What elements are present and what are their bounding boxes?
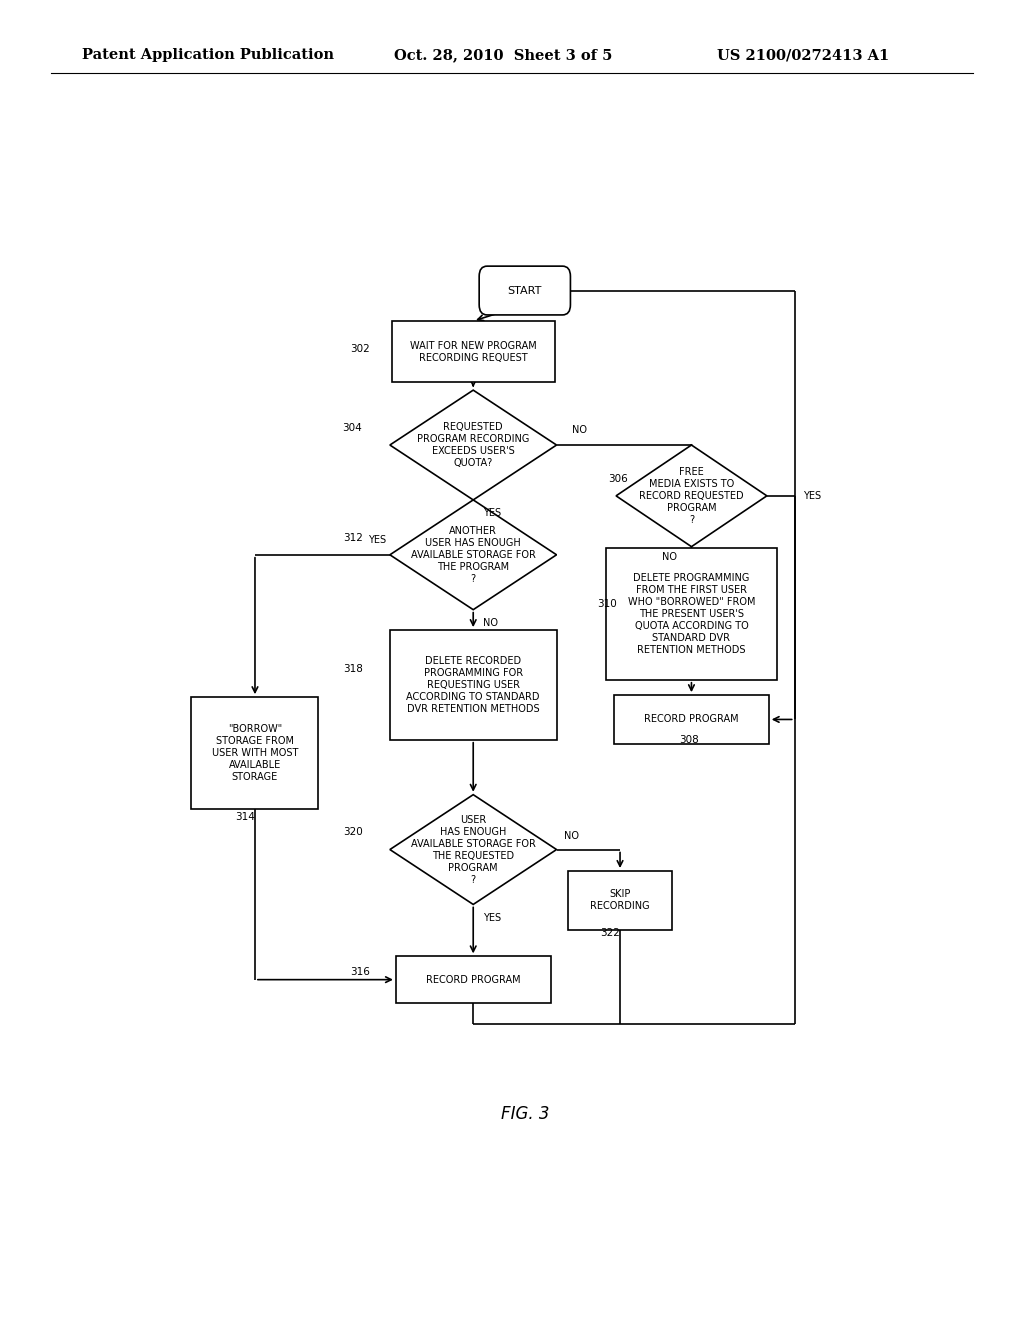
Bar [568,871,672,929]
Text: YES: YES [368,535,386,545]
Text: 306: 306 [608,474,628,483]
Text: RECORD PROGRAM: RECORD PROGRAM [426,974,520,985]
Text: "BORROW"
STORAGE FROM
USER WITH MOST
AVAILABLE
STORAGE: "BORROW" STORAGE FROM USER WITH MOST AVA… [212,723,298,781]
Text: Patent Application Publication: Patent Application Publication [82,49,334,62]
Text: NO: NO [572,425,588,434]
Bar [390,630,557,739]
Text: WAIT FOR NEW PROGRAM
RECORDING REQUEST: WAIT FOR NEW PROGRAM RECORDING REQUEST [410,341,537,363]
Bar [392,321,555,381]
Bar [191,697,318,809]
Text: SKIP
RECORDING: SKIP RECORDING [590,890,650,911]
Text: FREE
MEDIA EXISTS TO
RECORD REQUESTED
PROGRAM
?: FREE MEDIA EXISTS TO RECORD REQUESTED PR… [639,467,743,525]
Bar [606,548,777,680]
Text: FIG. 3: FIG. 3 [501,1105,549,1123]
Text: 314: 314 [236,812,255,822]
Text: USER
HAS ENOUGH
AVAILABLE STORAGE FOR
THE REQUESTED
PROGRAM
?: USER HAS ENOUGH AVAILABLE STORAGE FOR TH… [411,814,536,884]
Polygon shape [616,445,767,546]
Text: DELETE RECORDED
PROGRAMMING FOR
REQUESTING USER
ACCORDING TO STANDARD
DVR RETENT: DELETE RECORDED PROGRAMMING FOR REQUESTI… [407,656,540,714]
Text: REQUESTED
PROGRAM RECORDING
EXCEEDS USER'S
QUOTA?: REQUESTED PROGRAM RECORDING EXCEEDS USER… [417,422,529,469]
Text: 310: 310 [597,598,616,609]
Text: 322: 322 [600,928,620,939]
Polygon shape [390,391,557,500]
Text: ANOTHER
USER HAS ENOUGH
AVAILABLE STORAGE FOR
THE PROGRAM
?: ANOTHER USER HAS ENOUGH AVAILABLE STORAG… [411,525,536,583]
Bar [614,696,769,744]
Text: START: START [508,285,542,296]
Text: YES: YES [803,491,820,500]
Text: NO: NO [564,832,580,841]
Text: 316: 316 [350,966,370,977]
Text: NO: NO [663,552,677,562]
Text: 302: 302 [350,345,370,355]
Text: RECORD PROGRAM: RECORD PROGRAM [644,714,738,725]
Bar [396,956,551,1003]
Text: US 2100/0272413 A1: US 2100/0272413 A1 [717,49,889,62]
Text: YES: YES [482,508,501,517]
Text: 304: 304 [342,422,362,433]
FancyBboxPatch shape [479,267,570,315]
Text: 318: 318 [343,664,362,673]
Polygon shape [390,500,557,610]
Polygon shape [390,795,557,904]
Text: YES: YES [482,912,501,923]
Text: DELETE PROGRAMMING
FROM THE FIRST USER
WHO "BORROWED" FROM
THE PRESENT USER'S
QU: DELETE PROGRAMMING FROM THE FIRST USER W… [628,573,756,655]
Text: 312: 312 [343,532,362,543]
Text: Oct. 28, 2010  Sheet 3 of 5: Oct. 28, 2010 Sheet 3 of 5 [394,49,612,62]
Text: 308: 308 [680,735,699,744]
Text: NO: NO [482,618,498,628]
Text: 320: 320 [343,828,362,837]
